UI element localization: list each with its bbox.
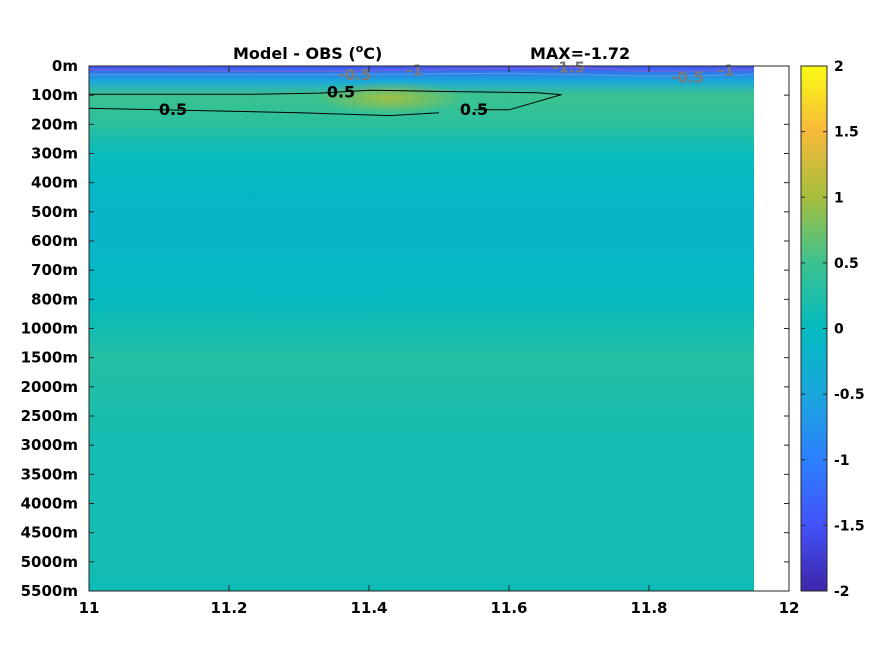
colorbar-tick-label: 0.5 xyxy=(834,256,859,272)
colorbar-tick-label: -0.5 xyxy=(834,387,865,403)
contour-label: -0.5 xyxy=(671,69,704,87)
colorbar-tick-label: 1.5 xyxy=(834,125,859,141)
x-tick-label: 11.4 xyxy=(350,599,387,617)
contour-label: 0.5 xyxy=(460,100,488,119)
x-tick-label: 11.8 xyxy=(630,599,667,617)
colorbar: 2 1.5 1 0.5 0 -0.5 -1 -1.5 -2 xyxy=(800,59,865,600)
y-tick-label: 4500m xyxy=(21,524,78,542)
contour-label: -1.5 xyxy=(552,58,585,76)
contour-label: -1 xyxy=(718,61,735,79)
y-tick-label: 5500m xyxy=(21,582,78,600)
x-tick-label: 11.6 xyxy=(490,599,527,617)
y-tick-label: 700m xyxy=(31,261,78,279)
colorbar-tick-label: -1.5 xyxy=(834,518,865,534)
colorbar-ticks: 2 1.5 1 0.5 0 -0.5 -1 -1.5 -2 xyxy=(801,59,865,600)
y-tick-label: 1500m xyxy=(21,349,78,367)
colorbar-tick-label: -2 xyxy=(834,584,850,600)
y-tick-label: 5000m xyxy=(21,553,78,571)
field-fill xyxy=(89,66,754,591)
y-axis: 0m 100m 200m 300m 400m 500m 600m 700m 800m 1000m 1… xyxy=(21,57,789,600)
y-tick-label: 3500m xyxy=(21,465,78,483)
y-tick-label: 200m xyxy=(31,115,78,133)
chart-title: Model - OBS (oC) xyxy=(233,42,382,63)
colorbar-tick-label: -1 xyxy=(834,453,850,469)
x-tick-label: 11 xyxy=(79,599,100,617)
y-tick-label: 2500m xyxy=(21,407,78,425)
max-label: MAX=-1.72 xyxy=(530,44,630,63)
colorbar-tick-label: 1 xyxy=(834,190,844,206)
contour-label: 0.5 xyxy=(327,82,355,101)
y-tick-label: 4000m xyxy=(21,495,78,513)
contour-label: -1 xyxy=(406,61,423,79)
y-tick-label: 2000m xyxy=(21,378,78,396)
contour-labels: 0.50.50.5-0.5 -1 -1.5-0.5 -1 xyxy=(159,58,735,118)
x-axis: 11 11.2 11.4 11.6 11.8 12 xyxy=(79,66,800,617)
contour-label: 0.5 xyxy=(159,100,187,119)
y-tick-label: 300m xyxy=(31,145,78,163)
contour-neg-0.5 xyxy=(89,72,755,77)
y-tick-label: 3000m xyxy=(21,436,78,454)
contour-label: -0.5 xyxy=(339,66,372,84)
y-tick-label: 400m xyxy=(31,174,78,192)
colorbar-tick-label: 0 xyxy=(834,322,844,338)
colorbar-tick-label: 2 xyxy=(834,59,844,75)
y-tick-label: 500m xyxy=(31,203,78,221)
x-tick-label: 11.2 xyxy=(210,599,247,617)
warm-anomaly xyxy=(315,82,465,114)
y-tick-label: 100m xyxy=(31,86,78,104)
colorbar-gradient xyxy=(800,65,828,592)
y-tick-label: 600m xyxy=(31,232,78,250)
contour-0.5-lower xyxy=(88,107,440,117)
contour-0.5-upper xyxy=(89,89,562,111)
y-tick-label: 800m xyxy=(31,290,78,308)
x-tick-label: 12 xyxy=(779,599,800,617)
plot-area: 0.50.50.5-0.5 -1 -1.5-0.5 -1 xyxy=(88,58,790,592)
y-tick-label: 1000m xyxy=(21,320,78,338)
y-tick-label: 0m xyxy=(52,57,78,75)
